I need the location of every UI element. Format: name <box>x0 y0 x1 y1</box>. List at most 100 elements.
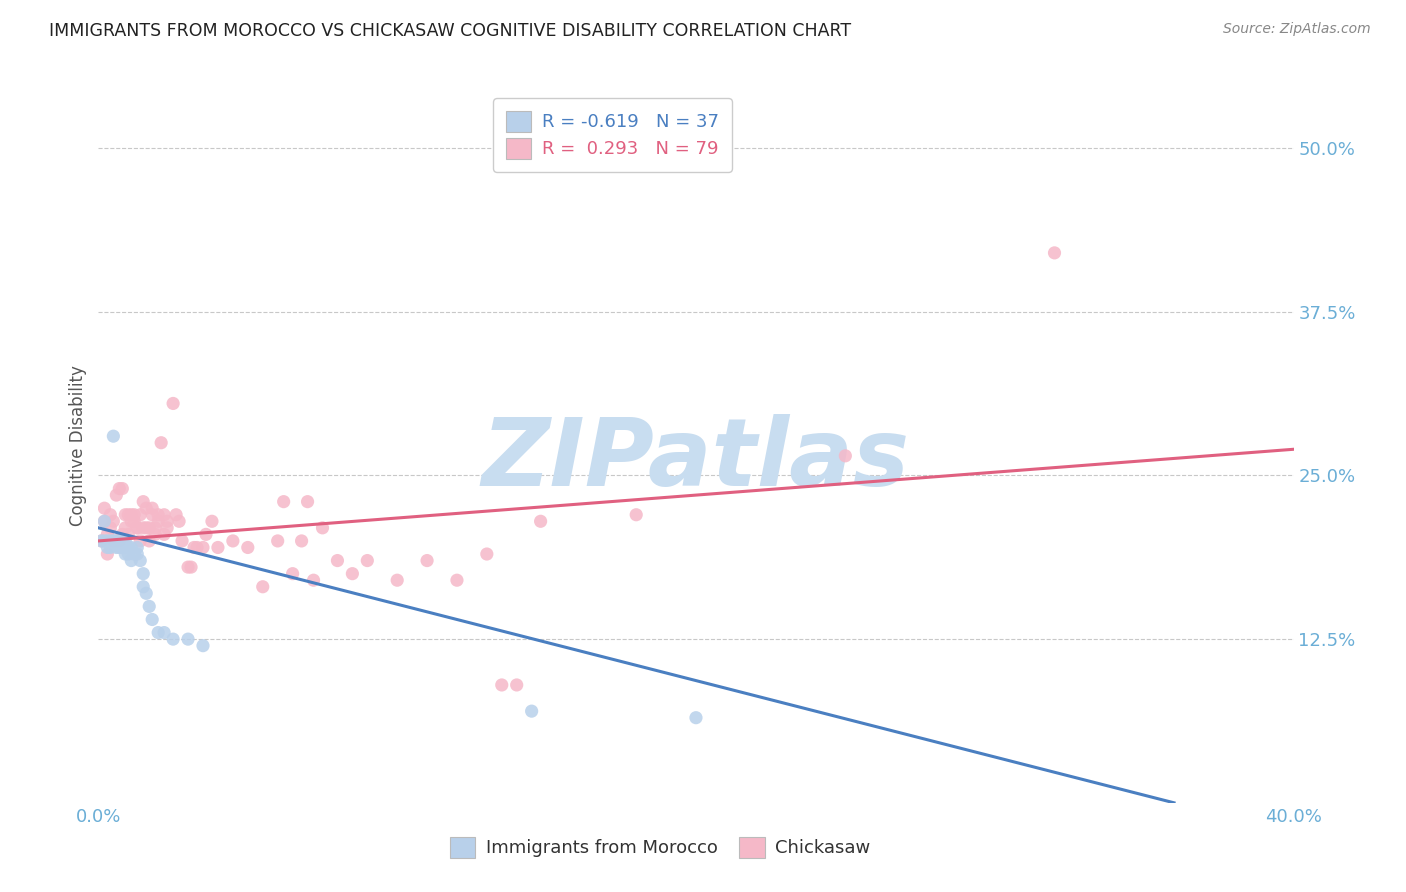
Point <box>186 541 208 555</box>
Point <box>103 514 125 528</box>
Point <box>291 533 314 548</box>
Point <box>114 508 136 522</box>
Point <box>124 514 146 528</box>
Point <box>120 508 142 522</box>
Point <box>93 501 115 516</box>
Point <box>148 625 170 640</box>
Point <box>114 547 136 561</box>
Point <box>105 533 128 548</box>
Point <box>120 541 142 555</box>
Point <box>108 541 131 555</box>
Point <box>93 533 115 548</box>
Point <box>124 508 146 522</box>
Point <box>520 704 543 718</box>
Point <box>129 553 152 567</box>
Point <box>148 514 170 528</box>
Point <box>1043 245 1066 260</box>
Text: ZIPatlas: ZIPatlas <box>482 414 910 507</box>
Point <box>153 625 176 640</box>
Point <box>416 553 439 567</box>
Point <box>141 501 163 516</box>
Point <box>385 573 409 587</box>
Point <box>138 599 160 614</box>
Point <box>153 508 176 522</box>
Point <box>297 494 319 508</box>
Point <box>100 508 122 522</box>
Point <box>132 566 155 581</box>
Point <box>326 553 349 567</box>
Point <box>129 533 152 548</box>
Point <box>111 482 134 496</box>
Point <box>96 547 118 561</box>
Point <box>281 566 304 581</box>
Point <box>111 527 134 541</box>
Point <box>236 541 259 555</box>
Point <box>124 547 146 561</box>
Point <box>207 541 229 555</box>
Point <box>156 521 179 535</box>
Point <box>356 553 378 567</box>
Point <box>132 494 155 508</box>
Point <box>100 521 122 535</box>
Point <box>167 514 190 528</box>
Point <box>183 541 205 555</box>
Point <box>135 521 157 535</box>
Point <box>165 508 187 522</box>
Point <box>105 541 128 555</box>
Point <box>96 533 118 548</box>
Point <box>103 533 125 548</box>
Point <box>252 580 274 594</box>
Point <box>143 521 166 535</box>
Point <box>302 573 325 587</box>
Y-axis label: Cognitive Disability: Cognitive Disability <box>69 366 87 526</box>
Point <box>195 527 218 541</box>
Point <box>191 541 214 555</box>
Point <box>491 678 513 692</box>
Point <box>138 533 160 548</box>
Point <box>108 533 131 548</box>
Point <box>100 541 122 555</box>
Point <box>506 678 529 692</box>
Point <box>138 521 160 535</box>
Point <box>129 508 152 522</box>
Point <box>90 533 112 548</box>
Point <box>96 541 118 555</box>
Point <box>132 521 155 535</box>
Point <box>148 508 170 522</box>
Point <box>141 612 163 626</box>
Point <box>120 553 142 567</box>
Point <box>311 521 333 535</box>
Point <box>529 514 551 528</box>
Point <box>342 566 364 581</box>
Point <box>117 508 139 522</box>
Point <box>150 435 173 450</box>
Point <box>103 533 125 548</box>
Point <box>162 396 184 410</box>
Point <box>222 533 245 548</box>
Point <box>111 541 134 555</box>
Point <box>114 521 136 535</box>
Point <box>117 547 139 561</box>
Point <box>93 514 115 528</box>
Point <box>201 514 224 528</box>
Point <box>111 533 134 548</box>
Point <box>120 514 142 528</box>
Point <box>156 514 179 528</box>
Point <box>177 560 200 574</box>
Point <box>127 521 149 535</box>
Point <box>135 501 157 516</box>
Point <box>143 527 166 541</box>
Point <box>172 533 194 548</box>
Point <box>114 533 136 548</box>
Point <box>127 521 149 535</box>
Point <box>834 449 856 463</box>
Point <box>141 508 163 522</box>
Point <box>90 533 112 548</box>
Point <box>93 514 115 528</box>
Point <box>117 527 139 541</box>
Point <box>685 711 707 725</box>
Point <box>96 527 118 541</box>
Point <box>135 586 157 600</box>
Point <box>446 573 468 587</box>
Point <box>105 533 128 548</box>
